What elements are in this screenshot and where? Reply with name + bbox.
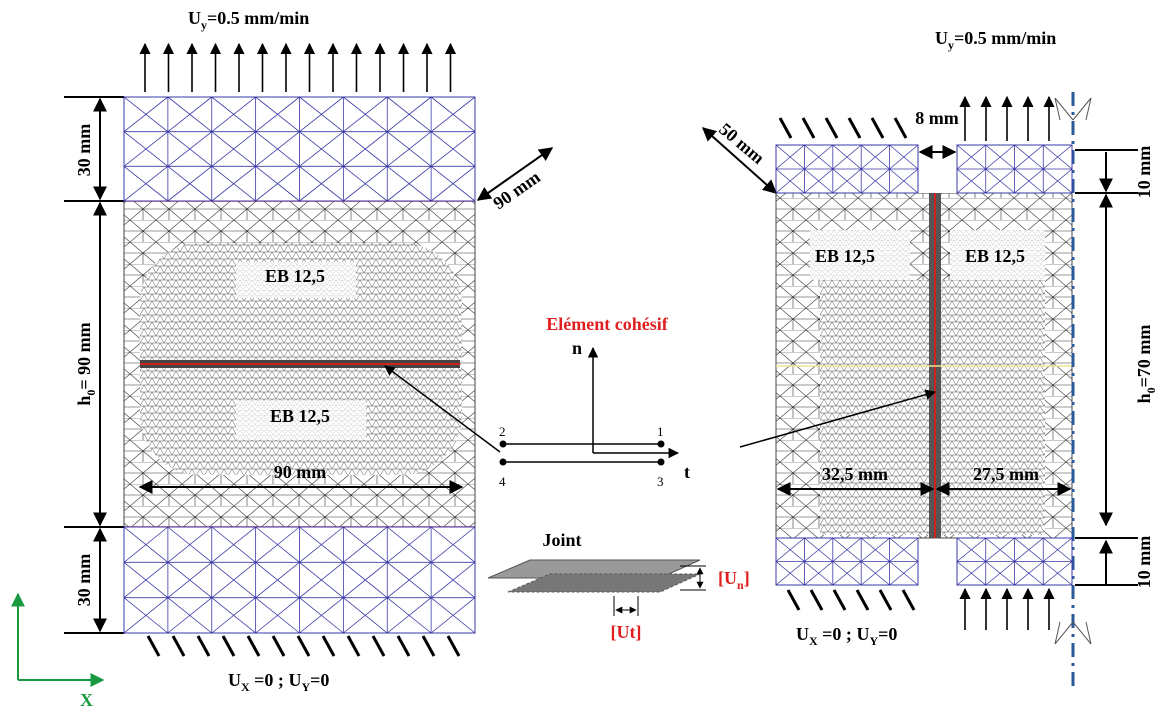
bc-label: UX =0 ; UY=0 <box>228 670 329 694</box>
node-label: 1 <box>657 424 664 439</box>
text: =0.5 mm/min <box>207 8 309 28</box>
load-label: Uy=0.5 mm/min <box>188 8 309 32</box>
axis-label: n <box>572 338 582 358</box>
text: =0 <box>310 670 329 690</box>
text: =70 mm <box>1134 325 1154 388</box>
support-hatch <box>423 636 434 656</box>
dim-label: 10 mm <box>1134 146 1154 199</box>
text: U <box>228 670 241 690</box>
text: = 90 mm <box>74 322 94 389</box>
dim-label: h0= 90 mm <box>74 322 98 405</box>
node-label: 4 <box>499 474 506 489</box>
support-hatch <box>248 636 259 656</box>
support-hatch <box>373 636 384 656</box>
axis-label: t <box>684 462 690 482</box>
text: U <box>796 624 809 644</box>
node-label: 2 <box>499 424 506 439</box>
jump-label: [Un] <box>718 568 750 592</box>
support-hatch <box>780 118 791 138</box>
material-label: EB 12,5 <box>965 246 1025 266</box>
support-hatch <box>849 118 860 138</box>
support-hatch <box>398 636 409 656</box>
text: =0 <box>878 624 897 644</box>
text: U <box>856 624 869 644</box>
support-hatch <box>834 590 845 610</box>
extension-lines <box>614 596 638 616</box>
axis-label: X <box>80 690 93 710</box>
text: [U <box>718 568 737 588</box>
support-hatch <box>788 590 799 610</box>
material-label: EB 12,5 <box>270 406 330 426</box>
node <box>658 459 665 466</box>
support-hatch <box>803 118 814 138</box>
dim-label: 50 mm <box>715 119 768 168</box>
support-hatch <box>857 590 868 610</box>
material-label: EB 12,5 <box>815 246 875 266</box>
load-label: Uy=0.5 mm/min <box>935 28 1056 52</box>
material-label: EB 12,5 <box>265 266 325 286</box>
jump-label: [Ut] <box>611 622 642 642</box>
support-hatch <box>223 636 234 656</box>
dim-label: 10 mm <box>1134 536 1154 589</box>
extension-lines <box>64 97 124 633</box>
text: Y <box>301 680 310 694</box>
text: U <box>935 28 948 48</box>
support-hatch <box>880 590 891 610</box>
support-hatch <box>903 590 914 610</box>
text: =0.5 mm/min <box>954 28 1056 48</box>
node <box>500 459 507 466</box>
text: U <box>288 670 301 690</box>
dim-label: 27,5 mm <box>973 464 1039 484</box>
text: X <box>809 634 818 648</box>
text: X <box>241 680 250 694</box>
dim-label: 30 mm <box>74 554 94 607</box>
text: Y <box>869 634 878 648</box>
text: =0 ; <box>250 670 289 690</box>
support-hatch <box>826 118 837 138</box>
dim-label: 32,5 mm <box>822 464 888 484</box>
joint-label: Joint <box>542 530 581 550</box>
support-hatch <box>895 118 906 138</box>
dim-label: 8 mm <box>915 108 959 128</box>
text: h <box>1134 393 1154 403</box>
node <box>500 441 507 448</box>
cohesive-title: Elément cohésif <box>546 314 668 334</box>
bc-label: UX =0 ; UY=0 <box>796 624 897 648</box>
joint-sketch <box>488 560 706 616</box>
dim-label: 30 mm <box>74 124 94 177</box>
node-label: 3 <box>657 474 664 489</box>
support-hatch <box>148 636 159 656</box>
support-hatch <box>448 636 459 656</box>
text: =0 ; <box>818 624 857 644</box>
node <box>658 441 665 448</box>
text: h <box>74 396 94 406</box>
dim-label: 90 mm <box>274 462 327 482</box>
support-hatch <box>198 636 209 656</box>
support-hatch <box>173 636 184 656</box>
text: ] <box>744 568 750 588</box>
support-hatch <box>811 590 822 610</box>
support-hatch <box>872 118 883 138</box>
support-hatch <box>298 636 309 656</box>
support-hatch <box>323 636 334 656</box>
support-hatch <box>273 636 284 656</box>
dim-label: h0=70 mm <box>1134 325 1158 404</box>
support-hatch <box>348 636 359 656</box>
diagram: X Uy=0.5 mm/min 30 mm 90 mm h0= 90 mm EB… <box>0 0 1168 710</box>
text: U <box>188 8 201 28</box>
